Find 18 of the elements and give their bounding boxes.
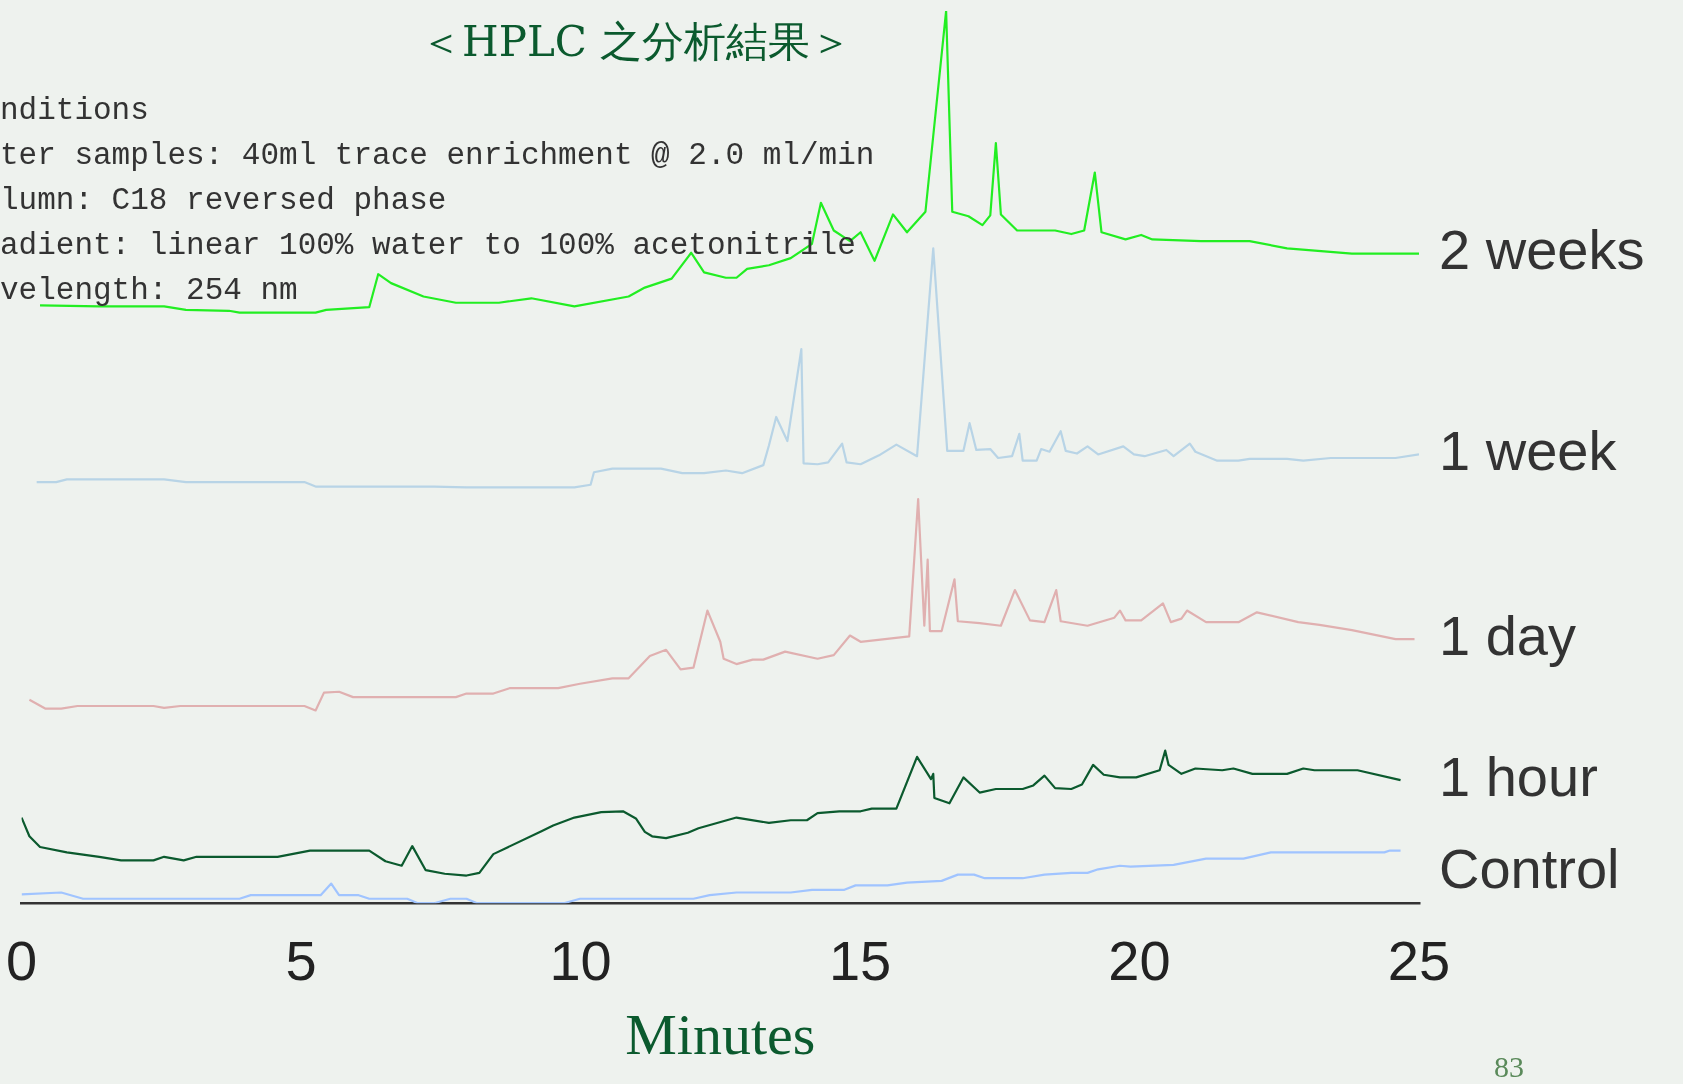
- series-label: 2 weeks: [1439, 218, 1645, 282]
- series-label: 1 day: [1439, 603, 1576, 667]
- x-tick-label: 25: [1387, 929, 1451, 993]
- x-tick-label: 20: [1108, 929, 1171, 993]
- x-tick-label: 10: [549, 929, 612, 993]
- annotation: ter samples: 40ml trace enrichment @ 2.0 ml/min: [0, 137, 875, 175]
- x-axis-title: Minutes: [625, 1002, 816, 1068]
- series-label: 1 week: [1439, 418, 1618, 482]
- series-label: Control: [1439, 837, 1620, 900]
- x-tick-label: 5: [285, 929, 317, 993]
- series-label: 1 hour: [1439, 744, 1598, 808]
- text: 83: [1494, 1050, 1524, 1084]
- x-tick-label: 15: [828, 929, 892, 993]
- annotation: velength: 254 nm: [0, 272, 299, 310]
- x-tick-label: 0: [5, 929, 38, 993]
- chart-title: ＜HPLC 之分析結果＞: [420, 16, 853, 68]
- annotation: nditions: [0, 92, 150, 130]
- annotation: lumn: C18 reversed phase: [0, 182, 448, 220]
